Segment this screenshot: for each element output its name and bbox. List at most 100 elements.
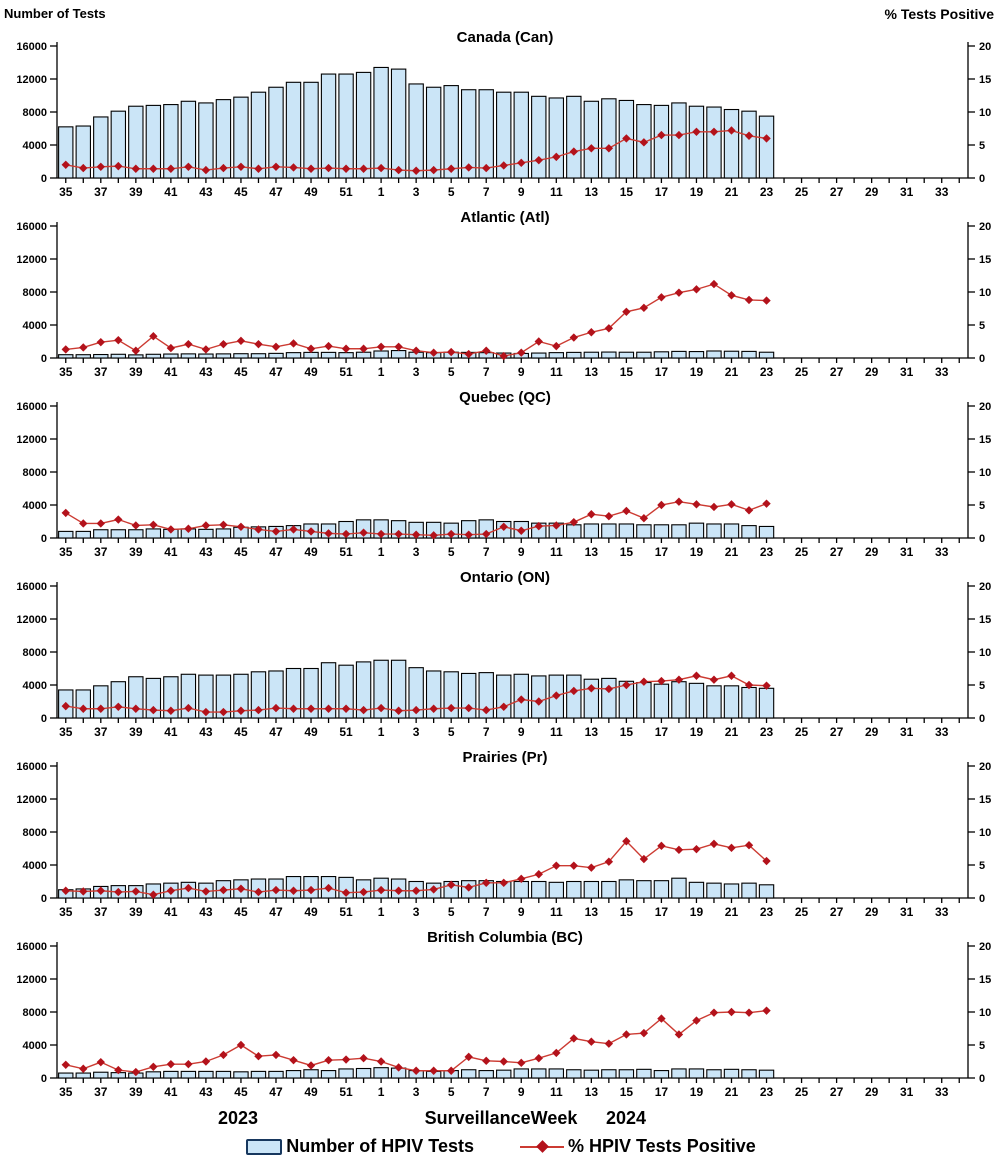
svg-text:45: 45 <box>234 905 248 919</box>
svg-text:11: 11 <box>550 725 563 739</box>
svg-text:4000: 4000 <box>23 680 47 692</box>
svg-text:12000: 12000 <box>16 794 47 806</box>
svg-text:51: 51 <box>339 1085 353 1099</box>
svg-text:7: 7 <box>483 545 490 559</box>
svg-text:5: 5 <box>979 860 985 872</box>
bars <box>58 350 775 359</box>
year-label-2023: 2023 <box>218 1108 259 1128</box>
svg-text:29: 29 <box>865 725 879 739</box>
svg-text:20: 20 <box>979 941 991 953</box>
svg-text:13: 13 <box>585 1085 599 1099</box>
svg-text:47: 47 <box>269 725 283 739</box>
svg-text:16000: 16000 <box>16 221 47 233</box>
svg-text:9: 9 <box>518 545 525 559</box>
left-axis-title: Number of Tests <box>4 6 106 21</box>
svg-text:3: 3 <box>413 725 420 739</box>
svg-text:41: 41 <box>164 545 178 559</box>
legend: Number of HPIV Tests % HPIV Tests Positi… <box>0 1136 1002 1157</box>
svg-text:33: 33 <box>935 365 949 379</box>
bars <box>58 659 775 719</box>
svg-text:0: 0 <box>979 893 985 905</box>
svg-text:23: 23 <box>760 1085 774 1099</box>
svg-text:21: 21 <box>725 185 739 199</box>
svg-text:39: 39 <box>129 185 143 199</box>
svg-text:25: 25 <box>795 725 809 739</box>
svg-text:15: 15 <box>620 545 634 559</box>
legend-label-number-of-tests: Number of HPIV Tests <box>286 1136 474 1156</box>
svg-text:10: 10 <box>979 647 991 659</box>
svg-text:23: 23 <box>760 365 774 379</box>
panel-canada-can: Canada (Can)0400080001200016000051015203… <box>16 29 991 199</box>
svg-text:5: 5 <box>448 905 455 919</box>
svg-text:35: 35 <box>59 725 73 739</box>
svg-text:9: 9 <box>518 905 525 919</box>
svg-text:10: 10 <box>979 1007 991 1019</box>
svg-text:5: 5 <box>448 185 455 199</box>
svg-text:39: 39 <box>129 545 143 559</box>
svg-text:33: 33 <box>935 1085 949 1099</box>
svg-text:11: 11 <box>550 905 563 919</box>
svg-text:7: 7 <box>483 905 490 919</box>
svg-text:37: 37 <box>94 905 108 919</box>
svg-text:3: 3 <box>413 365 420 379</box>
panel-title: Prairies (Pr) <box>462 749 547 766</box>
svg-text:45: 45 <box>234 185 248 199</box>
svg-text:31: 31 <box>900 545 914 559</box>
svg-text:27: 27 <box>830 1085 844 1099</box>
svg-text:27: 27 <box>830 725 844 739</box>
svg-text:31: 31 <box>900 185 914 199</box>
svg-text:39: 39 <box>129 905 143 919</box>
line-marker-icon <box>519 1139 564 1153</box>
svg-text:35: 35 <box>59 185 73 199</box>
svg-text:4000: 4000 <box>23 860 47 872</box>
bars <box>58 519 775 539</box>
percent-positive-line <box>61 126 771 175</box>
panel-prairies-pr: Prairies (Pr)040008000120001600005101520… <box>16 749 991 919</box>
svg-text:35: 35 <box>59 545 73 559</box>
svg-text:16000: 16000 <box>16 941 47 953</box>
svg-text:21: 21 <box>725 365 739 379</box>
svg-text:43: 43 <box>199 365 213 379</box>
svg-text:15: 15 <box>979 794 991 806</box>
svg-text:15: 15 <box>620 905 634 919</box>
svg-text:1: 1 <box>378 905 385 919</box>
svg-text:29: 29 <box>865 185 879 199</box>
svg-text:39: 39 <box>129 725 143 739</box>
svg-text:0: 0 <box>41 353 47 365</box>
svg-text:19: 19 <box>690 545 704 559</box>
svg-text:5: 5 <box>448 725 455 739</box>
svg-text:20: 20 <box>979 401 991 413</box>
svg-text:49: 49 <box>304 1085 318 1099</box>
svg-text:15: 15 <box>979 614 991 626</box>
svg-text:12000: 12000 <box>16 74 47 86</box>
svg-text:10: 10 <box>979 827 991 839</box>
svg-text:27: 27 <box>830 185 844 199</box>
svg-text:19: 19 <box>690 185 704 199</box>
svg-text:29: 29 <box>865 1085 879 1099</box>
svg-text:31: 31 <box>900 905 914 919</box>
svg-text:0: 0 <box>979 173 985 185</box>
legend-item-number-of-tests: Number of HPIV Tests <box>246 1136 474 1157</box>
svg-text:0: 0 <box>979 533 985 545</box>
svg-text:33: 33 <box>935 545 949 559</box>
svg-text:35: 35 <box>59 1085 73 1099</box>
svg-text:51: 51 <box>339 725 353 739</box>
svg-text:25: 25 <box>795 365 809 379</box>
svg-text:3: 3 <box>413 545 420 559</box>
svg-text:20: 20 <box>979 41 991 53</box>
year-label-2024: 2024 <box>606 1108 647 1128</box>
svg-text:25: 25 <box>795 1085 809 1099</box>
svg-text:8000: 8000 <box>23 827 47 839</box>
svg-text:23: 23 <box>760 185 774 199</box>
svg-text:10: 10 <box>979 107 991 119</box>
svg-text:29: 29 <box>865 365 879 379</box>
svg-text:0: 0 <box>41 1073 47 1085</box>
svg-text:45: 45 <box>234 365 248 379</box>
svg-text:41: 41 <box>164 725 178 739</box>
svg-text:8000: 8000 <box>23 647 47 659</box>
svg-text:19: 19 <box>690 725 704 739</box>
svg-text:4000: 4000 <box>23 500 47 512</box>
svg-text:5: 5 <box>979 320 985 332</box>
